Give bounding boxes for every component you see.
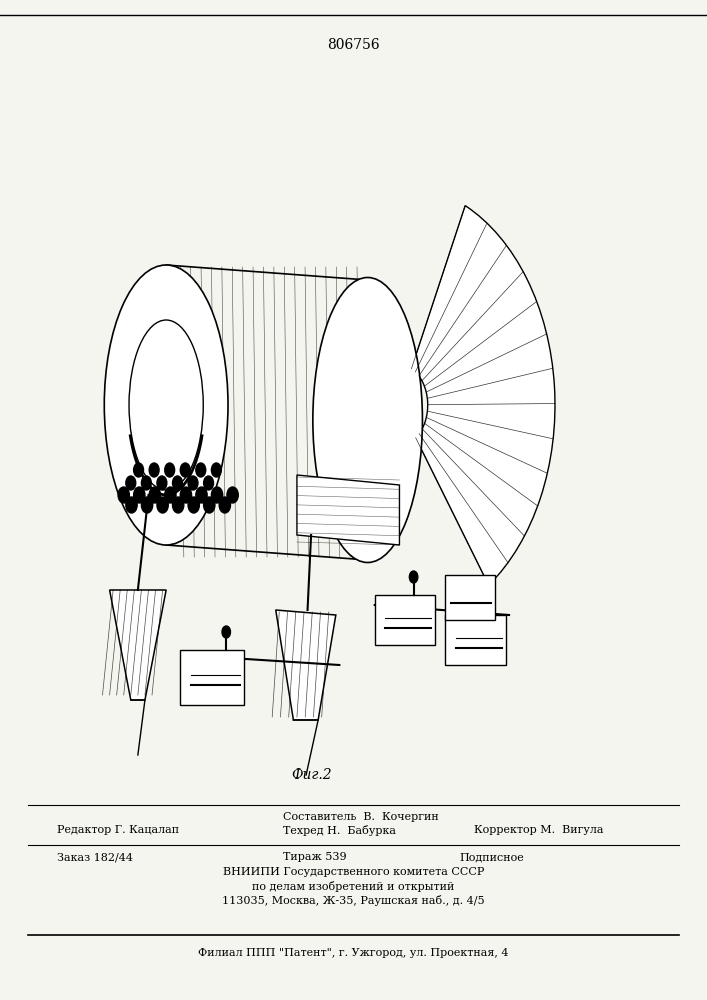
Ellipse shape xyxy=(129,320,203,490)
Circle shape xyxy=(157,476,167,490)
Circle shape xyxy=(180,463,190,477)
Circle shape xyxy=(222,626,230,638)
Circle shape xyxy=(204,497,215,513)
Text: Корректор М.  Вигула: Корректор М. Вигула xyxy=(474,825,603,835)
Circle shape xyxy=(188,497,199,513)
Circle shape xyxy=(409,571,418,583)
Circle shape xyxy=(165,487,176,503)
Text: 806756: 806756 xyxy=(327,38,380,52)
Text: 113035, Москва, Ж-35, Раушская наб., д. 4/5: 113035, Москва, Ж-35, Раушская наб., д. … xyxy=(222,894,485,906)
Polygon shape xyxy=(110,590,166,700)
Text: по делам изобретений и открытий: по делам изобретений и открытий xyxy=(252,880,455,892)
Text: Редактор Г. Кацалап: Редактор Г. Кацалап xyxy=(57,825,179,835)
Text: Фиг.2: Фиг.2 xyxy=(291,768,332,782)
Text: ВНИИПИ Государственного комитета СССР: ВНИИПИ Государственного комитета СССР xyxy=(223,867,484,877)
Circle shape xyxy=(118,487,129,503)
Circle shape xyxy=(165,463,175,477)
Circle shape xyxy=(126,497,137,513)
Circle shape xyxy=(173,497,184,513)
Circle shape xyxy=(227,487,238,503)
Circle shape xyxy=(126,476,136,490)
Circle shape xyxy=(180,487,192,503)
Ellipse shape xyxy=(312,277,422,562)
Polygon shape xyxy=(297,475,399,545)
Circle shape xyxy=(173,476,182,490)
Circle shape xyxy=(134,487,145,503)
FancyBboxPatch shape xyxy=(445,615,506,665)
Text: Тираж 539: Тираж 539 xyxy=(283,852,346,862)
Text: Заказ 182/44: Заказ 182/44 xyxy=(57,852,132,862)
Circle shape xyxy=(141,497,153,513)
Circle shape xyxy=(219,497,230,513)
Wedge shape xyxy=(411,206,555,585)
Circle shape xyxy=(211,487,223,503)
Text: Техред Н.  Бабурка: Техред Н. Бабурка xyxy=(283,824,396,836)
Circle shape xyxy=(188,476,198,490)
Circle shape xyxy=(149,463,159,477)
Circle shape xyxy=(196,463,206,477)
Circle shape xyxy=(196,487,207,503)
Circle shape xyxy=(134,463,144,477)
Ellipse shape xyxy=(104,265,228,545)
Text: Составитель  В.  Кочергин: Составитель В. Кочергин xyxy=(283,812,438,822)
Circle shape xyxy=(149,487,160,503)
FancyBboxPatch shape xyxy=(375,595,435,645)
Text: Филиал ППП "Патент", г. Ужгород, ул. Проектная, 4: Филиал ППП "Патент", г. Ужгород, ул. Про… xyxy=(198,948,509,958)
Text: Подписное: Подписное xyxy=(460,852,525,862)
Polygon shape xyxy=(276,610,336,720)
FancyBboxPatch shape xyxy=(180,650,244,705)
Circle shape xyxy=(204,476,214,490)
Circle shape xyxy=(141,476,151,490)
FancyBboxPatch shape xyxy=(445,575,495,620)
Circle shape xyxy=(157,497,168,513)
Circle shape xyxy=(211,463,221,477)
